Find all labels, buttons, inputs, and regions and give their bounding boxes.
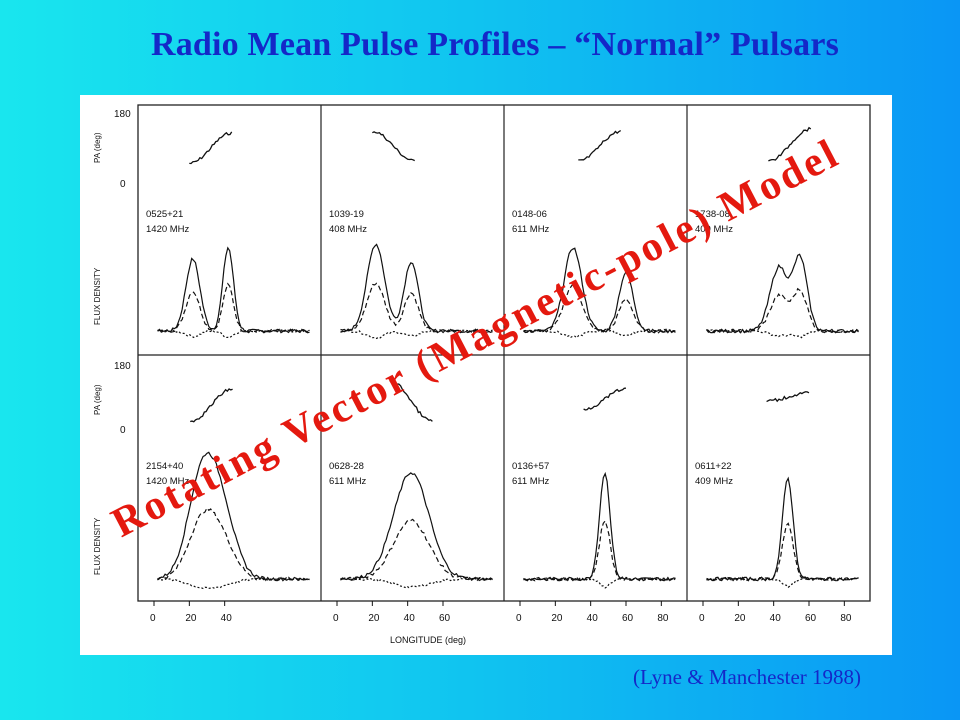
observing-frequency: 1420 MHz — [146, 224, 190, 235]
x-tick-label: 0 — [150, 613, 156, 624]
x-tick-label: 60 — [622, 613, 634, 624]
pulsar-name: 0148-06 — [512, 209, 547, 220]
linear-polarization-profile — [523, 519, 676, 582]
pa-curve — [389, 379, 433, 422]
x-tick-label: 40 — [221, 613, 233, 624]
x-tick-label: 80 — [657, 613, 669, 624]
pulsar-name: 1039-19 — [329, 209, 364, 220]
pa-curve — [768, 126, 812, 162]
x-tick-label: 80 — [840, 613, 852, 624]
x-tick-label: 0 — [333, 613, 339, 624]
pulsar-name: 0525+21 — [146, 209, 183, 220]
x-tick-label: 20 — [368, 613, 380, 624]
total-intensity-profile — [706, 253, 859, 334]
circular-polarization-profile — [157, 577, 310, 590]
pa-curve — [372, 131, 415, 162]
linear-polarization-profile — [340, 282, 493, 334]
pulsar-name: 0611+22 — [695, 461, 732, 472]
circular-polarization-profile — [340, 329, 493, 340]
observing-frequency: 611 MHz — [329, 476, 367, 487]
linear-polarization-profile — [706, 287, 859, 334]
pa-curve — [766, 391, 810, 403]
x-tick-label: 60 — [439, 613, 451, 624]
linear-polarization-profile — [523, 282, 676, 334]
observing-frequency: 1420 MHz — [146, 476, 190, 487]
pulsar-name: 0136+57 — [512, 461, 549, 472]
pa-tick-label: 0 — [120, 179, 126, 190]
observing-frequency: 409 MHz — [695, 224, 733, 235]
x-tick-label: 0 — [699, 613, 705, 624]
x-axis-label: LONGITUDE (deg) — [390, 635, 466, 645]
observing-frequency: 409 MHz — [695, 476, 733, 487]
circular-polarization-profile — [706, 329, 859, 339]
pa-curve — [190, 388, 233, 423]
flux-axis-label: FLUX DENSITY — [93, 517, 102, 575]
pulsar-name: 2154+40 — [146, 461, 183, 472]
x-tick-label: 20 — [551, 613, 563, 624]
pa-axis-label: PA (deg) — [93, 132, 102, 163]
total-intensity-profile — [523, 471, 676, 582]
x-tick-label: 0 — [516, 613, 522, 624]
pa-tick-label: 180 — [114, 361, 131, 372]
citation: (Lyne & Manchester 1988) — [633, 665, 862, 689]
observing-frequency: 611 MHz — [512, 224, 550, 235]
x-tick-label: 40 — [404, 613, 416, 624]
observing-frequency: 408 MHz — [329, 224, 367, 235]
pa-curve — [189, 131, 233, 165]
pulse-profiles-figure: 180 0 PA (deg) FLUX DENSITY 180 0 PA (deg) FLUX… — [80, 95, 892, 655]
pa-curve — [583, 387, 627, 411]
slide-title: Radio Mean Pulse Profiles – “Normal” Pul… — [150, 26, 840, 63]
pa-tick-label: 0 — [120, 425, 126, 436]
circular-polarization-profile — [706, 577, 859, 589]
flux-axis-label: FLUX DENSITY — [93, 267, 102, 325]
x-tick-label: 60 — [805, 613, 817, 624]
pa-curve — [578, 130, 622, 161]
total-intensity-profile — [340, 472, 493, 582]
circular-polarization-profile — [157, 329, 310, 339]
circular-polarization-profile — [340, 577, 493, 589]
x-tick-label: 40 — [770, 613, 782, 624]
circular-polarization-profile — [523, 329, 676, 339]
x-tick-label: 20 — [185, 613, 197, 624]
observing-frequency: 611 MHz — [512, 476, 550, 487]
linear-polarization-profile — [340, 518, 493, 582]
x-tick-label: 40 — [587, 613, 599, 624]
x-tick-label: 20 — [734, 613, 746, 624]
pulse-profiles-chart: 180 0 PA (deg) FLUX DENSITY 180 0 PA (deg) FLUX… — [93, 104, 871, 645]
linear-polarization-profile — [157, 506, 310, 582]
total-intensity-profile — [157, 246, 310, 334]
pulsar-name: 0628-28 — [329, 461, 364, 472]
total-intensity-profile — [706, 476, 859, 582]
circular-polarization-profile — [523, 577, 676, 589]
pa-axis-label: PA (deg) — [93, 384, 102, 415]
pulsar-name: 1738-08 — [695, 209, 730, 220]
pa-tick-label: 180 — [114, 109, 131, 120]
linear-polarization-profile — [157, 282, 310, 334]
linear-polarization-profile — [706, 522, 859, 582]
